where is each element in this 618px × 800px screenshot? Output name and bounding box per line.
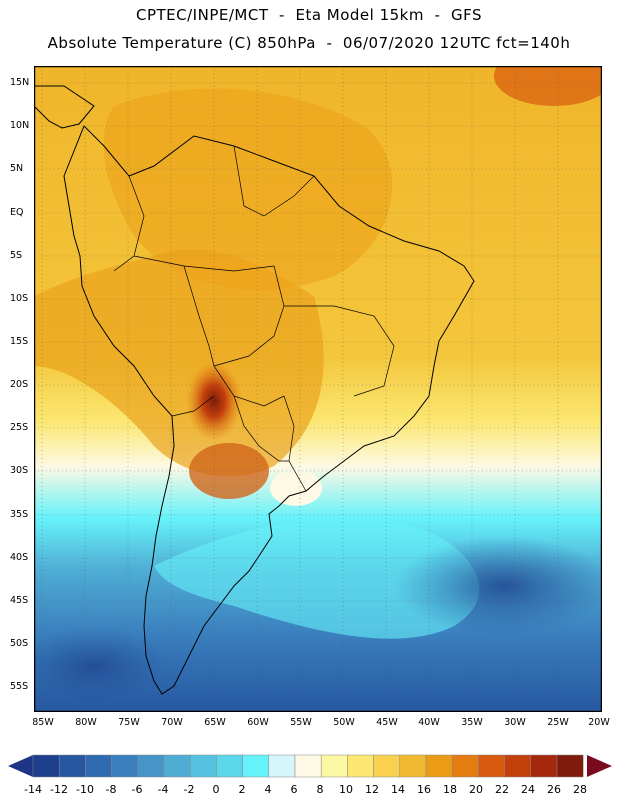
colorbar-cell — [451, 754, 479, 778]
colorbar-label: 14 — [391, 783, 405, 796]
colorbar-label: 2 — [238, 783, 246, 796]
colorbar-label: -2 — [183, 783, 195, 796]
warm-region — [34, 249, 324, 477]
temperature-map — [34, 66, 602, 712]
colorbar-label: -12 — [50, 783, 68, 796]
colorbar-cell — [556, 754, 584, 778]
lon-label-80w: 80W — [75, 717, 97, 728]
lon-label-50w: 50W — [333, 717, 355, 728]
colorbar-label: 8 — [316, 783, 324, 796]
colorbar-label: 4 — [264, 783, 272, 796]
map-subtitle: Absolute Temperature (C) 850hPa - 06/07/… — [47, 34, 571, 52]
colorbar-cell — [111, 754, 139, 778]
lon-label-55w: 55W — [290, 717, 312, 728]
hot-region-argentina — [189, 443, 269, 499]
lat-label-15s: 15S — [10, 336, 29, 347]
lat-label-5n: 5N — [10, 163, 24, 174]
colorbar-cell — [530, 754, 558, 778]
lon-label-85w: 85W — [32, 717, 54, 728]
cold-core-south-atlantic — [394, 536, 602, 636]
colorbar-label: -14 — [24, 783, 42, 796]
lat-label-35s: 35S — [10, 509, 29, 520]
colorbar-cells — [32, 754, 584, 778]
colorbar-cell — [32, 754, 60, 778]
warm-region-north — [103, 88, 393, 291]
colorbar-cell — [268, 754, 296, 778]
map-grid — [34, 66, 602, 712]
lon-label-70w: 70W — [161, 717, 183, 728]
coastline-central-america — [34, 85, 95, 129]
cold-core-pacific — [34, 626, 174, 706]
colorbar-cell — [373, 754, 401, 778]
map-frame — [34, 66, 602, 712]
colorbar-cell — [216, 754, 243, 778]
lon-label-35w: 35W — [461, 717, 483, 728]
lat-label-10n: 10N — [10, 120, 30, 131]
colorbar-cell — [163, 754, 191, 778]
colorbar-label: -6 — [131, 783, 143, 796]
colorbar-label: 28 — [573, 783, 587, 796]
colorbar-cell — [504, 754, 532, 778]
lon-label-25w: 25W — [547, 717, 569, 728]
lat-label-45s: 45S — [10, 595, 29, 606]
colorbar-label: 20 — [469, 783, 483, 796]
colorbar-high-arrow — [587, 755, 612, 777]
colorbar-cell — [242, 754, 270, 778]
lat-label-55s: 55S — [10, 681, 29, 692]
colorbar-cell — [294, 754, 322, 778]
lon-label-60w: 60W — [247, 717, 269, 728]
colorbar-cell — [425, 754, 453, 778]
lon-label-40w: 40W — [418, 717, 440, 728]
country-borders — [113, 145, 395, 492]
lon-label-20w: 20W — [588, 717, 610, 728]
colorbar-cell — [189, 754, 217, 778]
lat-label-30s: 30S — [10, 465, 29, 476]
colorbar-label: 26 — [547, 783, 561, 796]
lat-label-eq: EQ — [10, 207, 24, 218]
lat-label-15n: 15N — [10, 77, 30, 88]
colorbar-label: 22 — [495, 783, 509, 796]
lon-label-65w: 65W — [204, 717, 226, 728]
colorbar-label: -4 — [157, 783, 169, 796]
lat-label-5s: 5S — [10, 250, 23, 261]
lon-label-30w: 30W — [504, 717, 526, 728]
lon-label-45w: 45W — [376, 717, 398, 728]
colorbar-label: 6 — [290, 783, 298, 796]
lat-label-10s: 10S — [10, 293, 29, 304]
colorbar-label: 24 — [521, 783, 535, 796]
colorbar-label: 16 — [417, 783, 431, 796]
colorbar-cell — [320, 754, 348, 778]
colorbar-label: 18 — [443, 783, 457, 796]
colorbar-cell — [399, 754, 427, 778]
colorbar-label: -10 — [76, 783, 94, 796]
cool-uruguay — [270, 470, 322, 506]
lat-label-40s: 40S — [10, 552, 29, 563]
warm-ne-corner — [494, 66, 602, 106]
colorbar-label: 12 — [365, 783, 379, 796]
coastline-south-america — [63, 125, 475, 695]
colorbar-cell — [137, 754, 165, 778]
lat-label-50s: 50S — [10, 638, 29, 649]
colorbar-label: 10 — [339, 783, 353, 796]
map-title: CPTEC/INPE/MCT - Eta Model 15km - GFS — [136, 6, 482, 24]
cool-tongue — [154, 518, 480, 639]
colorbar-cell — [85, 754, 112, 778]
lat-label-25s: 25S — [10, 422, 29, 433]
temperature-colorbar — [8, 754, 612, 778]
colorbar-cell — [58, 754, 86, 778]
colorbar-label: -8 — [105, 783, 117, 796]
colorbar-cell — [478, 754, 505, 778]
lat-label-20s: 20S — [10, 379, 29, 390]
colorbar-label: 0 — [212, 783, 220, 796]
colorbar-cell — [347, 754, 374, 778]
lon-label-75w: 75W — [118, 717, 140, 728]
colorbar-low-arrow — [8, 755, 33, 777]
hot-core-gran-chaco — [186, 361, 242, 441]
